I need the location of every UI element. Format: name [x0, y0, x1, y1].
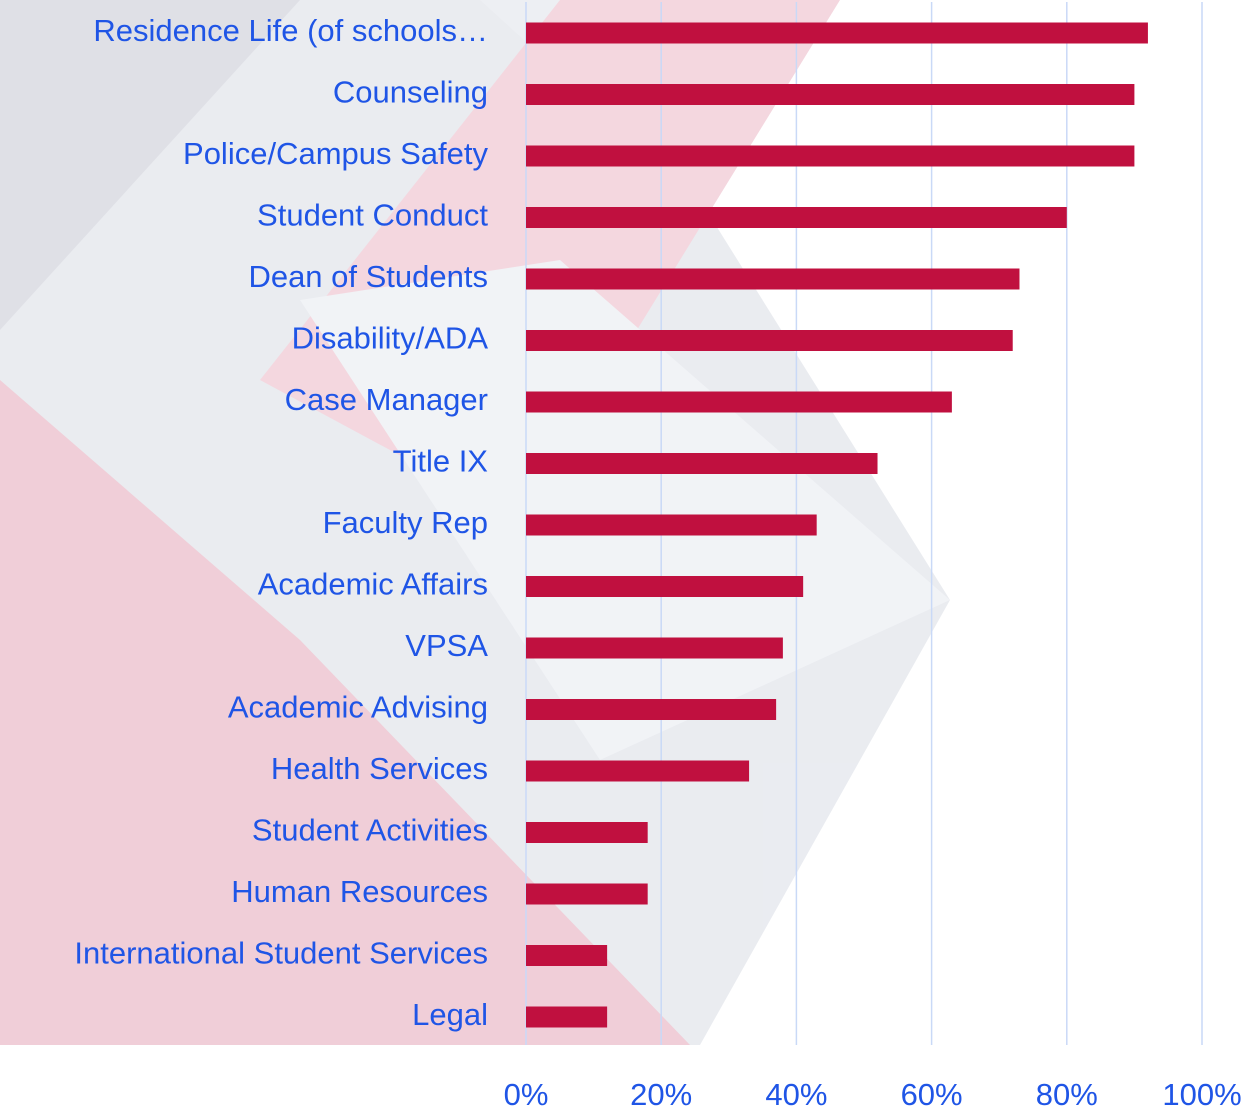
bar: [526, 23, 1148, 44]
bar: [526, 761, 749, 782]
bar: [526, 330, 1013, 351]
bar: [526, 576, 803, 597]
bar: [526, 269, 1019, 290]
y-tick-label: Residence Life (of schools…: [93, 13, 488, 48]
x-tick-label: 40%: [765, 1077, 827, 1112]
x-tick-label: 60%: [901, 1077, 963, 1112]
bar: [526, 638, 783, 659]
x-tick-label: 20%: [630, 1077, 692, 1112]
x-tick-label: 100%: [1162, 1077, 1241, 1112]
bar: [526, 945, 607, 966]
bar: [526, 207, 1067, 228]
y-tick-label: VPSA: [405, 628, 488, 663]
y-tick-label: Legal: [412, 997, 488, 1032]
y-tick-label: Health Services: [271, 751, 488, 786]
y-tick-label: Academic Advising: [228, 690, 488, 725]
x-tick-label: 0%: [504, 1077, 549, 1112]
y-tick-label: Disability/ADA: [292, 321, 489, 356]
y-tick-label: Student Conduct: [257, 198, 488, 233]
bar: [526, 699, 776, 720]
bar: [526, 453, 878, 474]
y-tick-label: Police/Campus Safety: [183, 136, 488, 171]
bar: [526, 515, 817, 536]
y-tick-label: Student Activities: [252, 813, 488, 848]
bar: [526, 146, 1134, 167]
y-tick-label: Title IX: [393, 444, 489, 479]
y-tick-label: Academic Affairs: [258, 567, 488, 602]
bar: [526, 84, 1134, 105]
y-tick-label: Human Resources: [231, 874, 488, 909]
y-tick-label: Dean of Students: [248, 259, 488, 294]
y-tick-label: Counseling: [333, 75, 488, 110]
bar: [526, 392, 952, 413]
x-tick-label: 80%: [1036, 1077, 1098, 1112]
y-tick-label: Faculty Rep: [323, 505, 488, 540]
bar: [526, 1007, 607, 1028]
y-tick-label: Case Manager: [285, 382, 488, 417]
bar: [526, 884, 648, 905]
y-tick-label: International Student Services: [74, 936, 488, 971]
bar: [526, 822, 648, 843]
chart: 0% 20% 40% 60% 80% 100% Residence Life (of sch…: [0, 0, 1245, 1112]
